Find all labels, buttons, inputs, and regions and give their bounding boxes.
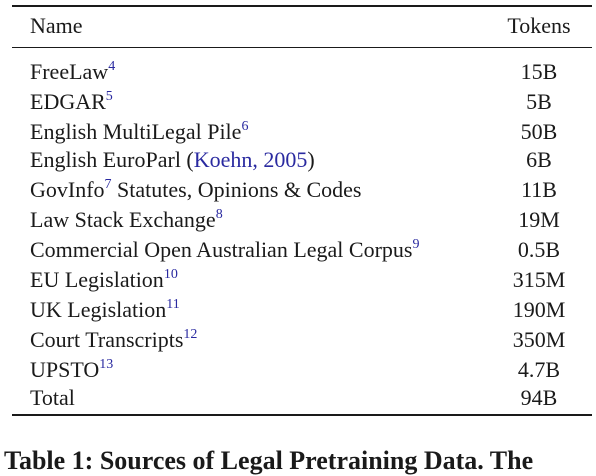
footnote-marker[interactable]: 12 — [183, 327, 198, 342]
footnote-marker[interactable]: 6 — [241, 119, 249, 134]
footnote-marker[interactable]: 10 — [163, 267, 178, 282]
table-row-name: Court Transcripts12 — [30, 327, 198, 352]
table-row-tokens: 190M — [512, 297, 566, 322]
table-row-name: EDGAR5 — [30, 89, 113, 114]
footnote-marker[interactable]: 7 — [104, 177, 112, 192]
table-row-tokens: 4.7B — [517, 357, 561, 382]
table-row-tokens: 19M — [518, 207, 560, 232]
footnote-marker[interactable]: 11 — [166, 297, 180, 312]
table-caption: Table 1: Sources of Legal Pretraining Da… — [4, 446, 534, 475]
footnote-marker[interactable]: 5 — [105, 89, 113, 104]
table-row-name: English EuroParl (Koehn, 2005) — [30, 147, 315, 172]
footnote-marker[interactable]: 9 — [412, 237, 420, 252]
table-row-name: EU Legislation10 — [30, 267, 178, 292]
table-header-rule — [12, 47, 592, 48]
footnote-marker[interactable]: 4 — [108, 59, 116, 74]
citation-link[interactable]: Koehn, 2005 — [193, 147, 308, 172]
table-top-rule — [12, 5, 592, 7]
table-row-name: Commercial Open Australian Legal Corpus9 — [30, 237, 420, 262]
table-row-tokens: 0.5B — [517, 237, 561, 262]
table-row-name: GovInfo7 Statutes, Opinions & Codes — [30, 177, 362, 202]
table-row-tokens: 50B — [520, 119, 558, 144]
table-row-name: UK Legislation11 — [30, 297, 180, 322]
table-row-tokens: 11B — [521, 177, 557, 202]
header-name: Name — [30, 13, 83, 38]
table-row-tokens: 15B — [520, 59, 558, 84]
header-tokens: Tokens — [507, 13, 571, 38]
table-row-tokens: 5B — [526, 89, 552, 114]
table-row-name: UPSTO13 — [30, 357, 114, 382]
table-row-name: Law Stack Exchange8 — [30, 207, 223, 232]
table-row-tokens: 6B — [526, 147, 552, 172]
footnote-marker[interactable]: 13 — [99, 357, 114, 372]
footnote-marker[interactable]: 8 — [215, 207, 223, 222]
table-row-name: Total — [30, 385, 75, 410]
table-row-tokens: 94B — [520, 385, 558, 410]
table-row-name: English MultiLegal Pile6 — [30, 119, 249, 144]
table-row-tokens: 350M — [512, 327, 566, 352]
table-bottom-rule — [12, 414, 592, 416]
table-row-name: FreeLaw4 — [30, 59, 116, 84]
table-row-tokens: 315M — [512, 267, 566, 292]
